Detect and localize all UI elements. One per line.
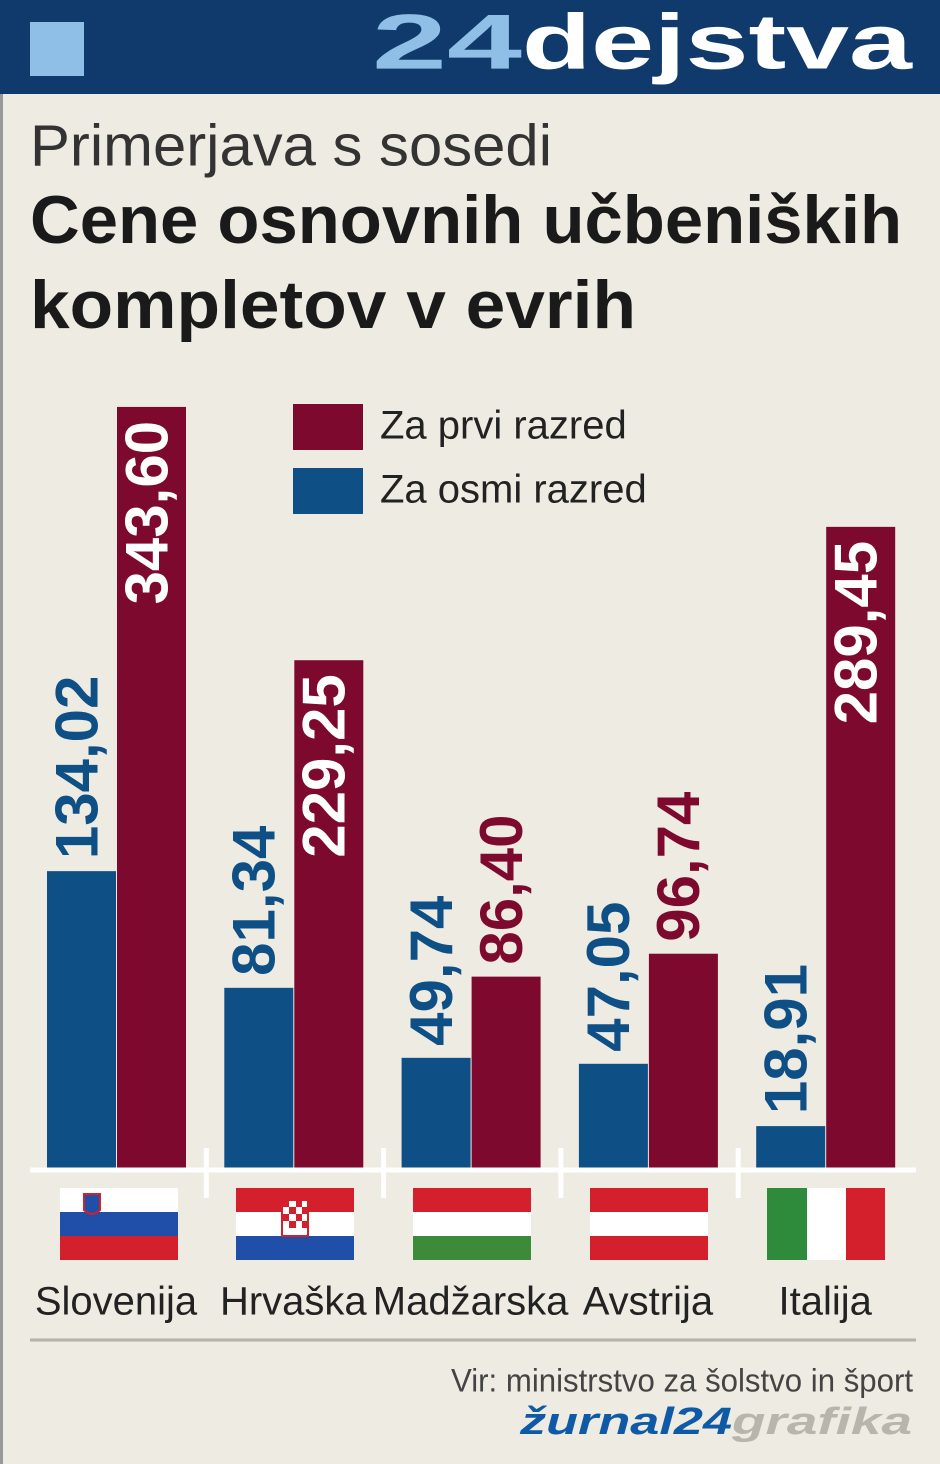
- value-label: 49,74: [398, 895, 465, 1046]
- subtitle: Primerjava s sosedi: [30, 113, 552, 178]
- value-label: 86,40: [468, 814, 535, 964]
- source: Vir: ministrstvo za šolstvo in šport: [451, 1362, 913, 1398]
- title: kompletov v evrih: [30, 267, 636, 343]
- bar: [224, 987, 294, 1168]
- bar: [401, 1057, 471, 1168]
- flag-italy: [767, 1188, 885, 1260]
- value-label: 343,60: [113, 421, 180, 605]
- flag-hungary: [413, 1188, 531, 1260]
- flag-slovenia: [60, 1188, 178, 1260]
- legend-swatch: [293, 468, 363, 514]
- bar: [294, 660, 364, 1168]
- value-label: 229,25: [291, 674, 358, 858]
- category-label: Hrvaška: [220, 1280, 367, 1324]
- value-label: 18,91: [753, 964, 820, 1114]
- bar: [117, 406, 186, 1168]
- left-border: [0, 0, 3, 1464]
- value-label: 47,05: [575, 902, 642, 1052]
- bar: [578, 1063, 648, 1168]
- bar: [648, 953, 718, 1168]
- logo-number: 24: [372, 0, 522, 86]
- value-label: 96,74: [645, 791, 712, 942]
- title: Cene osnovnih učbeniških: [30, 182, 902, 258]
- bar: [826, 526, 896, 1168]
- flag-croatia: [236, 1188, 354, 1260]
- legend-label: Za osmi razred: [380, 468, 647, 512]
- logo-word: dejstva: [522, 0, 913, 86]
- bar: [471, 976, 541, 1168]
- category-label: Avstrija: [583, 1280, 714, 1324]
- legend-swatch: [293, 404, 363, 450]
- brand-word: žurnal24: [519, 1401, 732, 1443]
- flags: [60, 1188, 885, 1260]
- category-label: Madžarska: [373, 1280, 569, 1324]
- category-label: Slovenija: [35, 1280, 198, 1324]
- header-square: [30, 22, 84, 76]
- bar: [47, 871, 116, 1168]
- header-bar: [0, 0, 940, 94]
- brand-suffix: grafika: [731, 1401, 912, 1443]
- value-label: 134,02: [43, 676, 110, 860]
- flag-austria: [590, 1188, 708, 1260]
- category-label: Italija: [779, 1280, 873, 1324]
- bar: [756, 1126, 826, 1168]
- value-label: 81,34: [221, 825, 288, 976]
- legend-label: Za prvi razred: [380, 404, 627, 448]
- value-label: 289,45: [823, 541, 890, 725]
